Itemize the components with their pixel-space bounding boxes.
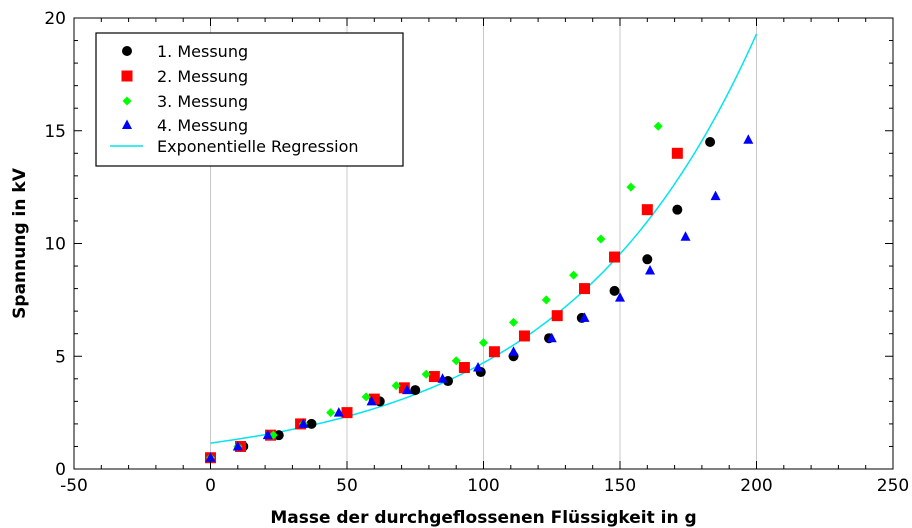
data-point — [609, 251, 621, 263]
legend-marker — [122, 96, 132, 106]
legend-label: 4. Messung — [157, 116, 248, 135]
data-point — [645, 265, 656, 275]
series-3 — [206, 121, 663, 463]
data-point — [743, 134, 754, 144]
legend-items: 1. Messung 2. Messung 3. Messung 4. Messung… — [110, 42, 359, 156]
data-point — [488, 346, 500, 358]
y-tick-label: 5 — [55, 347, 66, 367]
data-point — [421, 369, 431, 379]
data-point — [569, 270, 579, 280]
data-point — [298, 418, 309, 428]
data-point — [551, 310, 563, 322]
data-point — [451, 356, 461, 366]
data-point — [428, 371, 440, 383]
legend-label: 3. Messung — [157, 92, 248, 111]
data-point — [653, 121, 663, 131]
data-point — [402, 384, 413, 395]
data-point — [710, 190, 721, 201]
legend-label: 2. Messung — [157, 67, 248, 86]
series-4 — [205, 134, 754, 462]
x-tick-label: -50 — [60, 476, 88, 496]
data-point — [546, 332, 557, 343]
data-point — [473, 362, 484, 372]
data-point — [366, 395, 377, 406]
data-point — [368, 393, 380, 405]
legend-label: Exponentielle Regression — [157, 137, 359, 156]
data-point — [333, 407, 344, 417]
y-axis-title: Spannung in kV — [10, 167, 30, 319]
data-point — [579, 312, 590, 322]
legend-marker — [122, 119, 132, 129]
x-tick-label: 150 — [604, 476, 636, 496]
data-point — [479, 338, 488, 348]
series-1 — [205, 137, 716, 463]
data-point — [306, 418, 317, 429]
y-tick-label: 15 — [44, 122, 66, 142]
y-tick-label: 0 — [55, 460, 66, 480]
data-point — [232, 440, 243, 451]
legend-label: 1. Messung — [157, 42, 248, 61]
x-tick-label: 0 — [205, 476, 216, 496]
data-point — [443, 376, 454, 387]
x-tick-label: 250 — [877, 476, 909, 496]
data-points — [205, 121, 754, 464]
legend-marker — [121, 70, 133, 82]
data-point — [626, 182, 636, 192]
data-point — [410, 385, 421, 396]
data-point — [437, 373, 448, 383]
data-point — [642, 254, 653, 265]
data-point — [508, 346, 519, 356]
legend-marker — [122, 46, 132, 56]
data-point — [361, 392, 371, 402]
data-point — [672, 204, 683, 215]
data-point — [205, 452, 216, 462]
data-point — [671, 147, 683, 159]
x-tick-label: 200 — [740, 476, 772, 496]
x-tick-label: 50 — [336, 476, 358, 496]
x-tick-label: 100 — [467, 476, 499, 496]
data-point — [615, 292, 625, 302]
y-tick-label: 10 — [44, 235, 66, 255]
data-point — [641, 204, 653, 216]
data-point — [458, 362, 470, 374]
legend-box — [95, 32, 404, 167]
y-tick-label: 20 — [44, 9, 66, 29]
data-point — [579, 283, 591, 295]
data-point — [680, 231, 691, 241]
data-point — [609, 285, 620, 296]
data-point — [391, 381, 401, 391]
data-point — [518, 330, 530, 342]
data-point — [596, 234, 606, 244]
series-2 — [205, 147, 683, 464]
data-point — [509, 317, 519, 327]
data-point — [705, 137, 716, 148]
legend: 1. Messung 2. Messung 3. Messung 4. Messung… — [95, 32, 404, 167]
data-point — [262, 429, 273, 440]
x-axis-title: Masse der durchgeflossenen Flüssigkeit i… — [270, 508, 696, 528]
data-point — [398, 382, 410, 394]
data-point — [341, 407, 353, 419]
data-point — [541, 295, 551, 305]
data-point — [326, 408, 336, 418]
data-point — [273, 430, 284, 441]
